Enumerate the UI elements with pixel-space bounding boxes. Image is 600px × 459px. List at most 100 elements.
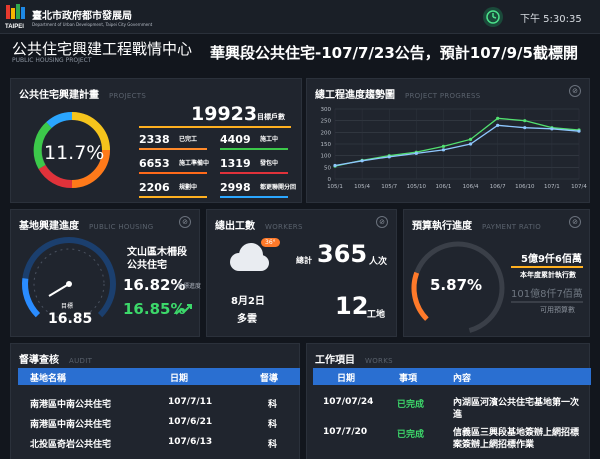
table-row[interactable]: 北投區奇岩公共住宅 107/6/13 科 xyxy=(18,437,300,457)
cell-date: 107/7/20 xyxy=(323,427,368,437)
x-tick-label: 106/10 xyxy=(515,184,535,190)
cell-status: 已完成 xyxy=(397,430,425,440)
cell-supervisor: 科 xyxy=(268,420,278,430)
series-point xyxy=(550,127,554,131)
table-row[interactable]: 南港區中南公共住宅 107/6/21 科 xyxy=(18,417,300,437)
panel-title: 公共住宅興建計畫 PROJECTS xyxy=(19,90,147,101)
panel-title: 總出工數 WORKERS xyxy=(215,221,303,232)
series-point xyxy=(387,155,391,159)
stat-underline xyxy=(139,196,207,198)
y-tick-label: 150 xyxy=(321,142,332,148)
pin-icon[interactable]: ⊘ xyxy=(376,216,388,228)
executed-amount: 5億9仟6佰萬 xyxy=(521,254,582,265)
cell-name: 北投區奇岩公共住宅 xyxy=(30,440,112,450)
series-line-1 xyxy=(334,124,580,167)
panel-title: 總工程進度趨勢圖 PROJECT PROGRESS xyxy=(315,90,481,101)
progress-line-chart: 0 50 100 150 200 250 300 105/1 105/4 105/7 105/10 1… xyxy=(321,107,588,190)
cell-content: 內湖區河濱公共住宅基地第一次進 xyxy=(453,398,580,420)
target-underline xyxy=(139,126,291,128)
stat-label: 已完工 xyxy=(179,136,198,143)
x-tick-label: 105/7 xyxy=(381,184,397,190)
col-date[interactable]: 日期 xyxy=(337,374,356,384)
budget-percent: 5.87% xyxy=(430,276,483,294)
cell-date: 107/6/13 xyxy=(168,437,213,447)
y-tick-label: 200 xyxy=(321,130,332,136)
workers-total-label: 總計 xyxy=(296,256,312,265)
panel-title: 督導查核 AUDIT xyxy=(19,355,93,366)
available-underline xyxy=(511,301,583,303)
available-label: 可用預算數 xyxy=(540,306,575,314)
org-name: 臺北市政府都市發展局 xyxy=(32,11,132,22)
stat-label: 發包中 xyxy=(260,160,279,167)
workers-unit: 人次 xyxy=(369,257,388,267)
progress-panel: 總工程進度趨勢圖 PROJECT PROGRESS ⊘ 0 50 100 150 200 2… xyxy=(306,78,590,203)
y-tick-label: 0 xyxy=(328,177,332,183)
col-item[interactable]: 事項 xyxy=(399,374,418,384)
works-table-header: 日期 事項 內容 xyxy=(313,368,591,385)
x-tick-label: 107/4 xyxy=(571,184,587,190)
weather-desc: 多雲 xyxy=(237,314,257,325)
executed-label: 本年度累計執行數 xyxy=(520,271,576,279)
progress-ring xyxy=(33,112,110,189)
workers-total: 365 xyxy=(317,240,368,268)
page-title: 公共住宅興建工程戰情中心 xyxy=(12,40,193,58)
table-row[interactable]: 南港區中南公共住宅 107/7/11 科 xyxy=(18,397,300,417)
stat-value: 2206 xyxy=(139,181,170,194)
stat-item: 6653 施工準備中 xyxy=(139,157,213,177)
pin-icon[interactable]: ⊘ xyxy=(179,216,191,228)
cell-date: 107/07/24 xyxy=(323,397,374,407)
table-row[interactable]: 107/7/20 已完成 信義區三興段基地簽辦上網招標案簽辦上網招標作業 xyxy=(313,427,591,457)
speed-gauge xyxy=(22,237,117,331)
pin-icon[interactable]: ⊘ xyxy=(569,85,581,97)
series-point xyxy=(468,142,473,146)
stat-item: 2998 都更聯開分回 xyxy=(220,181,297,201)
target-caption: 目標進度 xyxy=(177,283,202,290)
audit-table-header: 基地名稱 日期 督導 xyxy=(18,368,300,385)
target-total: 19923 xyxy=(191,103,258,125)
top-bar: TAIPEI 臺北市政府都市發展局 Department of Urban De… xyxy=(0,0,600,34)
works-panel: 工作項目 WORKS 日期 事項 內容 107/07/24 已完成 內湖區河濱公共住宅… xyxy=(306,343,591,459)
stat-underline xyxy=(220,196,288,198)
target-label: 目標戶數 xyxy=(257,113,285,121)
stat-item: 2338 已完工 xyxy=(139,133,213,153)
announcement-marquee[interactable]: 華興段公共住宅-107/7/23公告，預計107/9/5截標開 xyxy=(210,44,578,62)
stat-underline xyxy=(139,172,207,174)
series-point xyxy=(414,151,418,155)
y-tick-label: 300 xyxy=(321,107,332,113)
clock-icon xyxy=(483,7,503,27)
table-row[interactable]: 107/07/24 已完成 內湖區河濱公共住宅基地第一次進 xyxy=(313,397,591,427)
weather-date: 8月2日 xyxy=(231,296,265,307)
actual-percent: 16.85% xyxy=(123,300,186,318)
col-name[interactable]: 基地名稱 xyxy=(30,374,67,384)
series-point xyxy=(496,116,500,120)
col-content[interactable]: 內容 xyxy=(453,374,472,384)
x-tick-label: 105/4 xyxy=(354,184,370,190)
stat-underline xyxy=(220,148,288,150)
temperature-badge: 36° xyxy=(261,238,280,247)
sites-count: 12 xyxy=(335,292,369,320)
page-subtitle: PUBLIC HOUSING PROJECT xyxy=(12,57,92,64)
stat-label: 規劃中 xyxy=(179,184,198,191)
trend-up-icon xyxy=(175,304,192,315)
stat-label: 施工準備中 xyxy=(179,160,210,167)
x-tick-label: 106/4 xyxy=(463,184,479,190)
series-point xyxy=(360,159,364,163)
x-tick-label: 106/1 xyxy=(436,184,452,190)
col-date[interactable]: 日期 xyxy=(170,374,189,384)
site-name: 文山區木柵段公共住宅 xyxy=(127,247,187,271)
series-point xyxy=(333,163,337,168)
panel-title: 預算執行進度 PAYMENT RATIO xyxy=(412,221,542,232)
stat-value: 4409 xyxy=(220,133,251,146)
pin-icon[interactable]: ⊘ xyxy=(569,216,581,228)
x-tick-label: 105/1 xyxy=(327,184,343,190)
target-percent: 16.82% xyxy=(123,276,186,294)
stat-label: 都更聯開分回 xyxy=(260,184,297,191)
cell-supervisor: 科 xyxy=(268,400,278,410)
workers-panel: 總出工數 WORKERS ⊘ 36° 總計 365 人次 8月2日 多雲 12 工… xyxy=(206,209,397,337)
stat-value: 2338 xyxy=(139,133,170,146)
y-tick-label: 50 xyxy=(324,165,331,171)
cell-supervisor: 科 xyxy=(268,440,278,450)
x-tick-label: 105/10 xyxy=(407,184,427,190)
col-supervisor[interactable]: 督導 xyxy=(260,374,279,384)
logo-wordmark: TAIPEI xyxy=(5,24,24,30)
